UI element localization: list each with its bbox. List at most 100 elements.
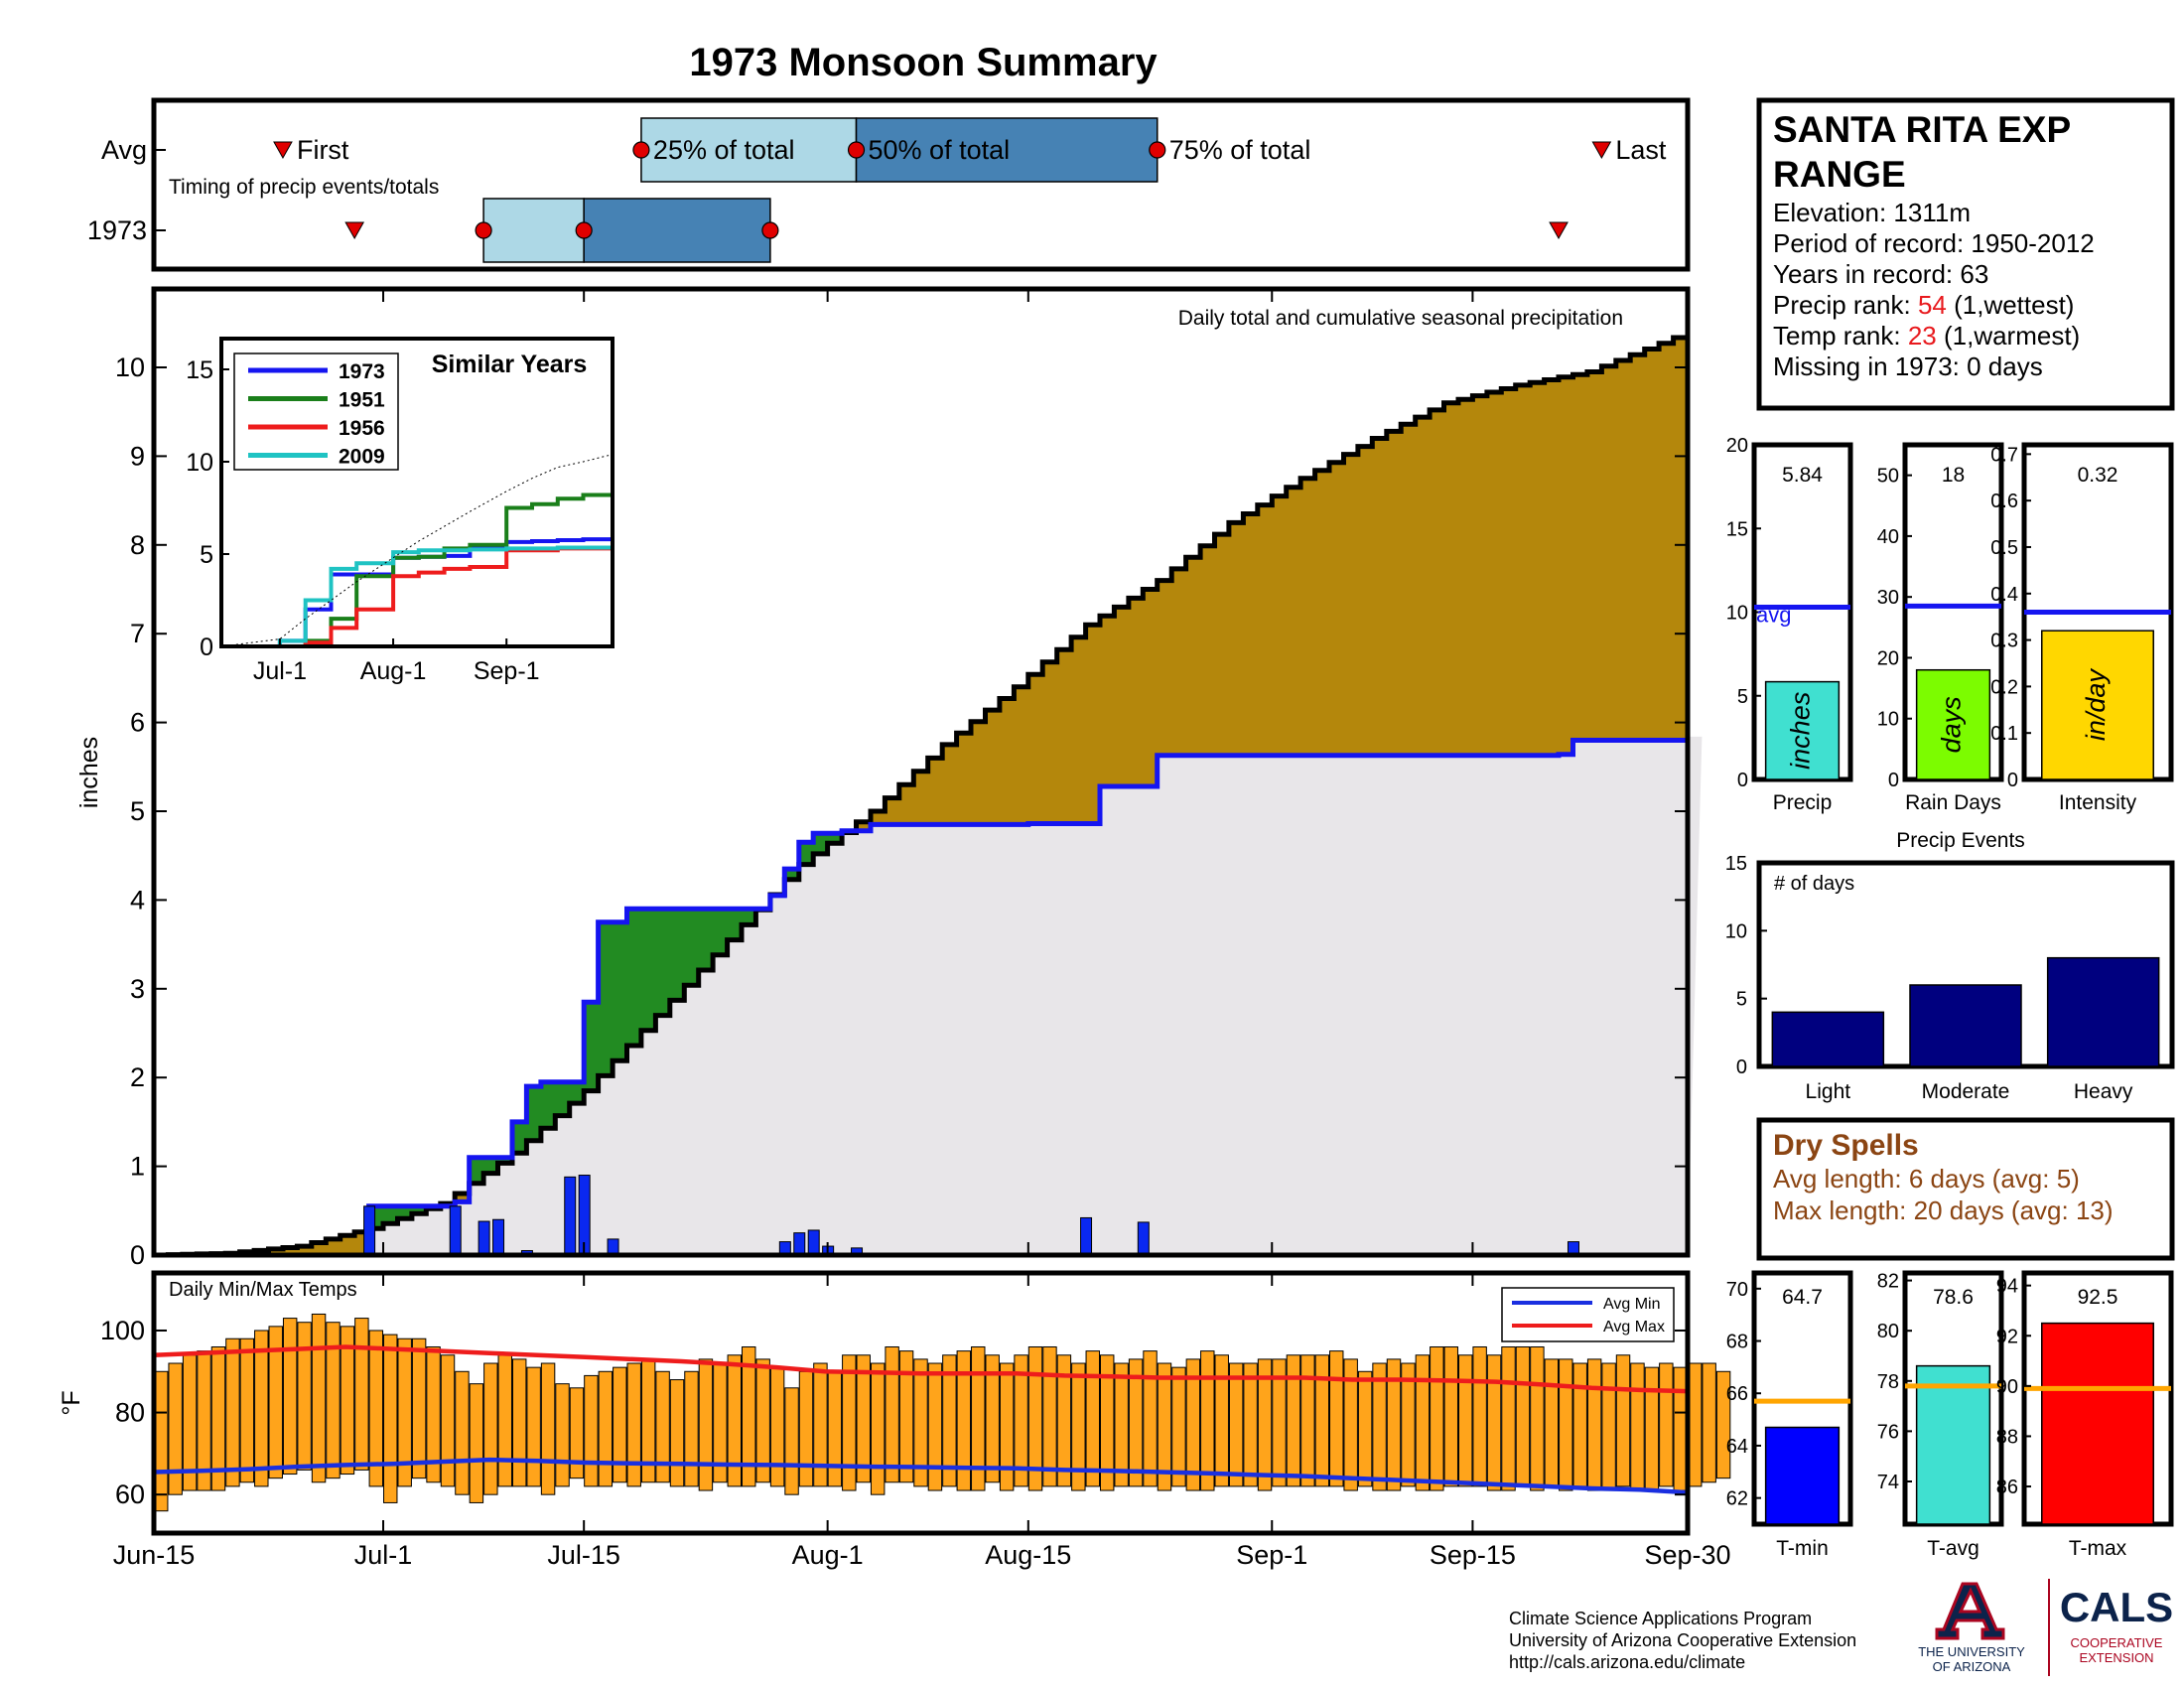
temps-label: Daily Min/Max Temps [169,1279,357,1301]
precip-y-tick-label: 6 [130,708,145,738]
footer-line1: Climate Science Applications Program [1509,1609,1812,1628]
daily-temp-range-bar [1401,1362,1416,1487]
timing-marker-q2 [575,221,593,239]
precip-tick-label: 10 [1726,603,1748,625]
daily-precip-bar [478,1220,490,1256]
precip-annotation: Daily total and cumulative seasonal prec… [1178,307,1623,330]
precip-unit: inches [1786,692,1816,770]
daily-temp-range-bar [1415,1354,1431,1491]
station-info: SANTA RITA EXP RANGE Elevation: 1311m Pe… [1756,97,2175,411]
precip-ylabel: inches [75,737,103,808]
daily-temp-range-bar [1243,1362,1258,1487]
inset-y-tick-label: 0 [200,633,213,661]
daily-temp-range-bar [1257,1358,1273,1491]
timing-box-50-75 [855,117,1159,183]
daily-temp-range-bar [813,1362,828,1487]
daily-temp-range-bar [1443,1345,1458,1487]
rain_days-label: Rain Days [1905,791,2001,814]
daily-temp-range-bar [326,1322,341,1479]
timing-q25-label: 25% of total [653,135,795,165]
inset-y-tick-label: 10 [186,449,213,477]
daily-temp-range-bar [297,1322,312,1471]
events-bar-moderate [1909,984,2022,1067]
date-axis: Jun-15 Jul-1 Jul-15 Aug-1 Aug-15 Sep-1 Sep-15 S… [113,289,1731,1570]
intensity-label: Intensity [2059,791,2137,814]
precip-tick-label: 20 [1726,435,1748,457]
tavg-label: T-avg [1927,1537,1979,1560]
inset-legend-label-1956: 1956 [339,417,385,440]
daily-temp-range-bar [598,1370,614,1487]
temps-chart: 60 80 100 Daily Min/Max Temps °F Avg Min A… [58,1270,1731,1536]
daily-temp-range-bar [1056,1354,1072,1487]
daily-temp-range-bar [985,1354,1000,1483]
daily-temp-range-bar [1157,1362,1172,1491]
daily-temp-range-bar [168,1362,183,1495]
daily-precip-bar [564,1176,577,1256]
daily-temp-range-bar [613,1366,627,1483]
daily-temp-range-bar [411,1337,427,1479]
figure-title: 1973 Monsoon Summary [689,41,1158,84]
inset-title: Similar Years [432,351,588,378]
timing-q50-label: 50% of total [869,135,1011,165]
daily-temp-range-bar [354,1318,369,1471]
daily-temp-range-bar [210,1345,226,1491]
inset-y-tick-label: 5 [200,541,213,569]
events-title: Precip Events [1896,829,2025,852]
daily-temp-range-bar [755,1358,770,1483]
precip-tick-label: 5 [1737,686,1748,708]
tmax-tick-label: 90 [1996,1376,2018,1398]
station-temp-rank: Temp rank: 23 (1,warmest) [1773,321,2080,351]
daily-temp-range-bar [540,1362,556,1495]
daily-temp-range-bar [898,1350,914,1483]
daily-temp-range-bar [870,1362,886,1495]
inset-legend-label-1951: 1951 [339,389,385,412]
timing-marker-q3 [1149,141,1166,159]
station-elevation: Elevation: 1311m [1773,198,1971,227]
daily-temp-range-bar [1501,1345,1516,1491]
daily-temp-range-bar [368,1330,384,1487]
intensity-tick-label: 0.3 [1990,631,2018,652]
footer-line2: University of Arizona Cooperative Extens… [1509,1630,1856,1650]
daily-temp-range-bar [254,1330,269,1487]
temps-frame [151,1270,1691,1536]
ua-line2: OF ARIZONA [1933,1659,2011,1674]
first-event-marker [344,221,365,240]
daily-temp-range-bar [1702,1362,1716,1483]
tavg-gauge-bar [1915,1364,1991,1525]
daily-temp-range-bar [1688,1362,1703,1487]
intensity-gauge-bar [2041,630,2154,780]
daily-temp-range-bar [225,1337,240,1487]
daily-temp-range-bar [1715,1370,1731,1479]
temps-ylabel: °F [58,1390,85,1415]
tavg-tick-label: 80 [1877,1321,1899,1342]
tavg-value: 78.6 [1933,1286,1974,1309]
precip-y-tick-label: 3 [130,974,145,1004]
daily-temp-range-bar [1143,1350,1158,1487]
daily-temp-range-bar [526,1366,541,1487]
timing-marker-q1 [632,141,650,159]
temps-y-tick-label: 80 [115,1398,145,1428]
timing-row-1973: 1973 [87,215,147,245]
daily-temp-range-bar [440,1354,456,1487]
daily-temp-range-bar [1128,1358,1144,1487]
daily-precip-bar [1137,1221,1150,1256]
daily-temp-range-bar [1515,1345,1531,1487]
tmax-tick-label: 94 [1996,1276,2018,1298]
intensity-tick-label: 0.7 [1990,444,2018,466]
station-name-1: SANTA RITA EXP [1773,109,2071,150]
tavg-tick-label: 78 [1877,1371,1899,1393]
daily-temp-range-bar [1114,1362,1129,1487]
last-event-marker [1591,141,1612,160]
temperature-gauges: 64.7 62 64 66 68 70 T-min 78.6 74 76 78 80 82 T-avg 92… [1726,1270,2174,1560]
daily-temp-range-bar [1615,1354,1631,1487]
rain_days-tick-label: 20 [1877,647,1899,669]
similar-years-inset: 0 5 10 15 Jul-1 Aug-1 Sep-1 1973 1951 1956 2009 Si… [186,337,614,685]
daily-temp-range-bar [511,1358,527,1487]
timing-marker-q2 [847,141,866,159]
date-tick-label: Aug-1 [792,1540,864,1570]
precip-avg-label: avg [1756,602,1791,627]
daily-temp-range-bar [311,1313,327,1483]
daily-temp-range-bar [698,1358,714,1491]
daily-temp-range-bar [1042,1345,1057,1487]
